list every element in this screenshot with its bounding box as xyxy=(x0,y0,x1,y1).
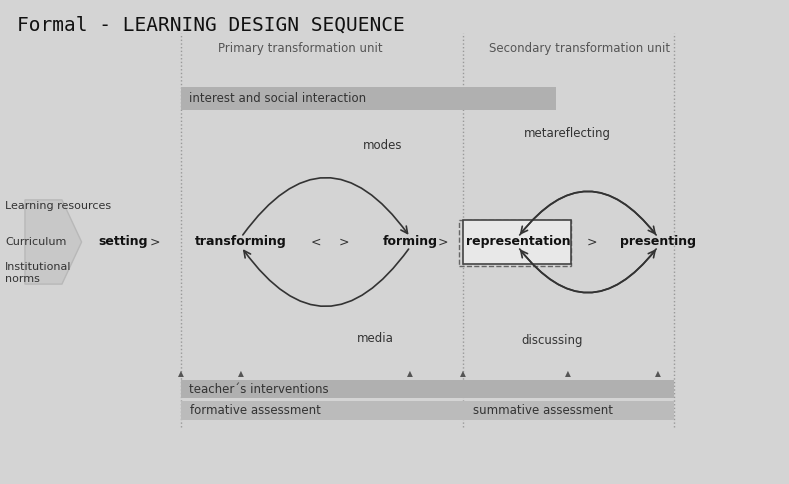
Text: summative assessment: summative assessment xyxy=(473,404,613,417)
Bar xyxy=(181,87,556,110)
Text: Institutional
norms: Institutional norms xyxy=(6,262,72,284)
Bar xyxy=(181,401,674,420)
Text: Learning resources: Learning resources xyxy=(6,201,111,211)
Text: modes: modes xyxy=(363,139,402,152)
Text: interest and social interaction: interest and social interaction xyxy=(189,91,365,105)
Text: presenting: presenting xyxy=(620,236,696,248)
Text: ▲: ▲ xyxy=(407,369,413,378)
Text: Curriculum: Curriculum xyxy=(6,237,67,247)
Text: teacher´s interventions: teacher´s interventions xyxy=(189,383,328,396)
Bar xyxy=(459,220,571,266)
Text: Formal - LEARNING DESIGN SEQUENCE: Formal - LEARNING DESIGN SEQUENCE xyxy=(17,16,405,35)
Text: >: > xyxy=(149,236,160,248)
Bar xyxy=(181,380,674,398)
Text: Primary transformation unit: Primary transformation unit xyxy=(218,42,383,55)
Text: representation: representation xyxy=(466,236,570,248)
Text: formative assessment: formative assessment xyxy=(190,404,321,417)
Text: ▲: ▲ xyxy=(178,369,184,378)
Text: metareflecting: metareflecting xyxy=(524,127,611,140)
FancyArrow shape xyxy=(25,200,81,284)
Text: >: > xyxy=(338,236,349,248)
Text: forming: forming xyxy=(383,236,438,248)
Text: ▲: ▲ xyxy=(565,369,570,378)
Text: ▲: ▲ xyxy=(238,369,244,378)
Text: <: < xyxy=(311,236,321,248)
Text: media: media xyxy=(357,332,393,345)
Bar xyxy=(463,220,571,264)
Text: >: > xyxy=(438,236,448,248)
Text: Secondary transformation unit: Secondary transformation unit xyxy=(488,42,670,55)
Text: transforming: transforming xyxy=(196,236,287,248)
Text: discussing: discussing xyxy=(521,334,582,347)
Text: ▲: ▲ xyxy=(460,369,466,378)
Text: ▲: ▲ xyxy=(655,369,661,378)
Text: setting: setting xyxy=(99,236,148,248)
Text: >: > xyxy=(586,236,597,248)
